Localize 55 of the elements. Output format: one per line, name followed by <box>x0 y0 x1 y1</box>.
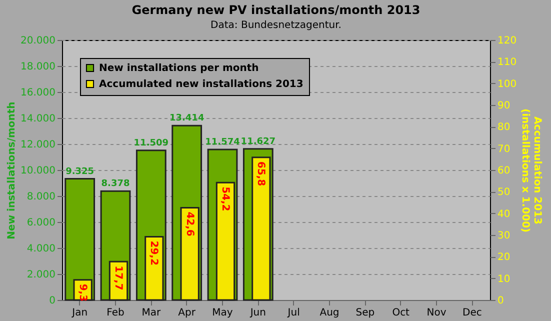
legend-label: New installations per month <box>99 63 259 74</box>
y2-tick-label: 40 <box>498 208 510 220</box>
y2-tick-label: 120 <box>498 36 517 46</box>
data-label: 11.574 <box>205 138 240 148</box>
y2-tick-label: 90 <box>498 100 510 112</box>
y-tick-label: 14.000 <box>20 114 56 124</box>
data-label: 65,8 <box>255 161 266 186</box>
x-tick-label: Sep <box>356 308 375 318</box>
data-label: 54,2 <box>220 186 230 212</box>
x-tick-label: Jun <box>249 308 266 318</box>
legend-label: Accumulated new installations 2013 <box>99 79 304 90</box>
data-label: 8.378 <box>101 179 130 190</box>
data-label: 11.627 <box>240 136 276 147</box>
data-label: 29,2 <box>148 240 160 266</box>
data-label: 11.509 <box>134 138 169 148</box>
x-tick-label: Jan <box>71 308 88 318</box>
y2-axis-title: Accumulation 2013 (installations x 1.000) <box>520 108 543 232</box>
x-tick-label: Mar <box>142 308 162 318</box>
y-tick-label: 0 <box>49 296 56 306</box>
x-tick-label: Feb <box>106 308 124 318</box>
y2-tick-label: 30 <box>498 230 510 242</box>
chart-subtitle: Data: Bundesnetzagentur. <box>210 20 342 31</box>
y-axis-title: New installations/month <box>6 102 18 240</box>
y-tick-label: 16.000 <box>20 88 56 98</box>
y2-tick-label: 50 <box>498 187 510 198</box>
y-tick-label: 20.000 <box>20 36 56 46</box>
y-tick-label: 18.000 <box>20 62 56 72</box>
y2-tick-label: 20 <box>498 252 510 264</box>
x-tick-label: Dec <box>462 308 482 318</box>
y2-tick-label: 80 <box>498 122 510 134</box>
y2-tick-label: 100 <box>498 78 517 90</box>
x-tick-label: May <box>212 308 233 318</box>
bar <box>64 178 96 301</box>
data-label: 9,3 <box>76 284 88 302</box>
y-tick-label: 8.000 <box>26 192 56 202</box>
chart-title: Germany new PV installations/month 2013 <box>132 3 420 17</box>
data-label: 9.325 <box>66 166 94 177</box>
y-tick-label: 4.000 <box>26 244 56 254</box>
y2-tick-label: 70 <box>498 144 510 155</box>
x-tick-label: Nov <box>426 308 446 318</box>
y2-tick-label: 60 <box>498 166 510 176</box>
data-label: 42,6 <box>184 212 195 236</box>
y-tick-label: 10.000 <box>20 166 56 176</box>
y2-tick-label: 0 <box>498 296 504 306</box>
x-tick-label: Aug <box>320 308 340 318</box>
data-label: 17,7 <box>112 266 124 290</box>
x-tick-label: Jul <box>286 308 300 318</box>
y2-tick-label: 10 <box>498 274 510 285</box>
data-label: 13.414 <box>169 114 204 124</box>
y2-tick-label: 110 <box>498 57 517 68</box>
y-tick-label: 12.000 <box>20 140 56 150</box>
x-tick-label: Oct <box>392 308 410 318</box>
y-tick-label: 2.000 <box>26 270 56 280</box>
y-tick-label: 6.000 <box>26 218 56 228</box>
x-tick-label: Apr <box>178 308 196 318</box>
